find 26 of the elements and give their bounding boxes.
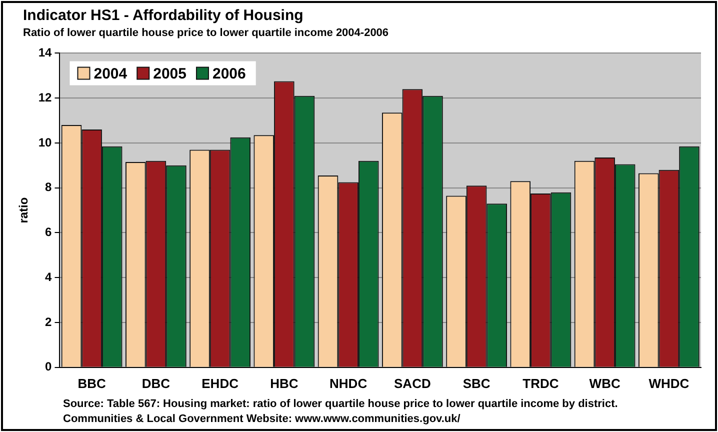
x-tick-label: WBC <box>589 376 621 391</box>
chart-title: Indicator HS1 - Affordability of Housing <box>23 7 304 24</box>
y-tick-label: 0 <box>45 360 52 374</box>
x-tick-label: EHDC <box>202 376 240 391</box>
x-tick-label: BBC <box>78 376 106 391</box>
x-tick-label: SACD <box>394 376 431 391</box>
y-axis-title: ratio <box>16 197 31 224</box>
x-tick-label: SBC <box>462 376 491 391</box>
y-tick-label: 8 <box>45 180 52 194</box>
x-tick-label: NHDC <box>330 376 368 391</box>
x-tick-label: DBC <box>142 376 171 391</box>
chart-subtitle: Ratio of lower quartile house price to lower quartile income 2004-2006 <box>23 27 389 39</box>
legend-label: 2005 <box>153 65 186 82</box>
x-tick-label: HBC <box>270 376 299 391</box>
source-note: Source: Table 567: Housing market: ratio of lower quartile house price to lower quartile income by district. <box>63 397 618 412</box>
legend-label: 2004 <box>94 65 128 82</box>
y-tick-label: 4 <box>45 270 52 284</box>
y-tick-label: 14 <box>38 46 52 60</box>
x-tick-label: WHDC <box>648 376 690 391</box>
y-tick-label: 2 <box>45 314 52 329</box>
y-tick-label: 10 <box>38 135 52 150</box>
y-tick-label: 12 <box>38 90 52 104</box>
y-tick-label: 6 <box>45 225 52 240</box>
x-tick-label: TRDC <box>522 376 560 391</box>
legend-label: 2006 <box>212 65 246 82</box>
text: Communities & Local Government Website: www.www.communities.gov.uk/ <box>63 412 462 427</box>
